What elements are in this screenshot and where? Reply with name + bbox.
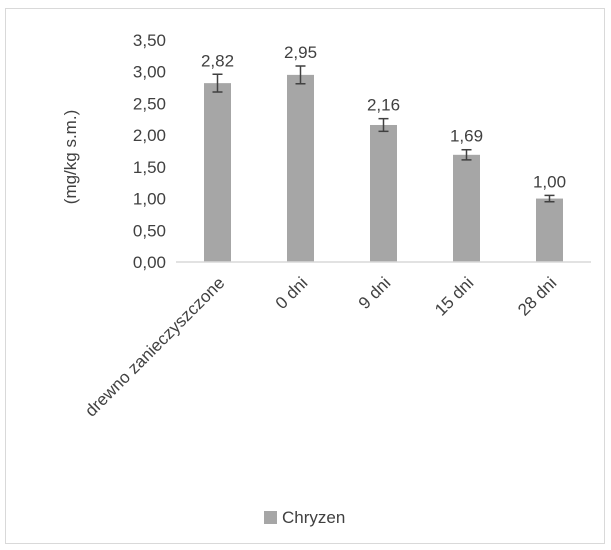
data-labels: 2,82 2,95 2,16 1,69 1,00: [201, 43, 566, 191]
bar: [370, 124, 397, 262]
error-bar: [544, 194, 555, 203]
data-label: 2,95: [284, 43, 317, 62]
error-bar: [295, 65, 306, 85]
y-tick-label: 0,00: [133, 253, 166, 272]
chart-frame: 0,00 0,50 1,00 1,50 2,00 2,50 3,00 3,50 (mg/kg …: [5, 8, 605, 544]
bar: [536, 198, 563, 262]
chart-svg: 0,00 0,50 1,00 1,50 2,00 2,50 3,00 3,50 (mg/kg …: [61, 31, 591, 527]
bar: [287, 74, 314, 262]
error-bar: [212, 73, 223, 93]
category-label: 9 dni: [355, 273, 395, 313]
y-axis-title: (mg/kg s.m.): [61, 110, 80, 204]
category-label: 0 dni: [272, 273, 312, 313]
y-tick-label: 2,50: [133, 94, 166, 113]
data-label: 1,69: [450, 127, 483, 146]
legend-swatch: [264, 511, 277, 524]
y-tick-label: 1,00: [133, 190, 166, 209]
category-labels: drewno zanieczyszczone 0 dni 9 dni 15 dni 28…: [81, 273, 560, 420]
category-label: 28 dni: [514, 273, 560, 319]
y-tick-label: 3,50: [133, 31, 166, 50]
error-bars: [212, 65, 555, 203]
error-bar: [461, 148, 472, 161]
y-tick-labels: 0,00 0,50 1,00 1,50 2,00 2,50 3,00 3,50: [133, 31, 166, 272]
bars: [204, 74, 563, 262]
legend: Chryzen: [264, 508, 345, 527]
y-tick-label: 0,50: [133, 221, 166, 240]
data-label: 1,00: [533, 172, 566, 191]
category-label: 15 dni: [431, 273, 477, 319]
data-label: 2,16: [367, 96, 400, 115]
y-tick-label: 1,50: [133, 158, 166, 177]
y-tick-label: 2,00: [133, 126, 166, 145]
data-label: 2,82: [201, 51, 234, 70]
category-label: drewno zanieczyszczone: [81, 273, 228, 420]
y-tick-label: 3,00: [133, 63, 166, 82]
bar: [204, 83, 231, 262]
bar: [453, 154, 480, 262]
error-bar: [378, 117, 389, 133]
legend-label: Chryzen: [282, 508, 345, 527]
